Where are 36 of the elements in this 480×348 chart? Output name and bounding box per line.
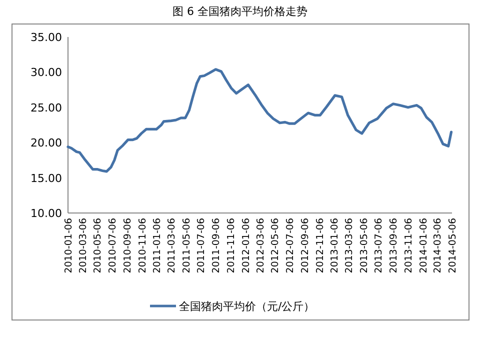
y-tick-label: 35.00 [30,31,62,44]
x-tick-label: 2010-09-06 [122,218,134,274]
y-tick-label: 25.00 [30,101,62,114]
chart-title: 图 6 全国猪肉平均价格走势 [172,5,308,18]
x-tick-label: 2013-09-06 [388,218,400,274]
x-tick-label: 2011-11-06 [226,218,237,274]
x-tick-label: 2014-05-06 [448,218,458,274]
x-tick-label: 2013-05-06 [358,218,370,274]
x-tick-label: 2013-07-06 [374,218,385,274]
x-tick-label: 2011-09-06 [211,218,222,274]
x-tick-label: 2014-03-06 [432,218,444,274]
x-tick-label: 2013-03-06 [344,218,356,274]
x-tick-label: 2012-01-06 [240,218,252,274]
x-tick-label: 2012-09-06 [300,218,312,274]
x-tick-label: 2011-05-06 [181,218,192,274]
x-tick-label: 2010-11-06 [137,218,148,274]
x-tick-label: 2012-05-06 [270,218,282,274]
x-tick-label: 2011-07-06 [196,218,208,274]
y-tick-label: 30.00 [30,66,62,80]
x-tick-label: 2010-01-06 [64,218,74,274]
x-tick-label: 2011-03-06 [166,218,178,274]
x-tick-label: 2010-07-06 [107,218,118,274]
x-tick-label: 2012-07-06 [285,218,296,274]
x-tick-label: 2010-03-06 [78,218,89,274]
x-tick-label: 2014-01-06 [418,218,430,274]
x-tick-label: 2011-01-06 [152,218,164,274]
legend-label: 全国猪肉平均价（元/公斤） [179,300,315,313]
x-tick-label: 2013-01-06 [330,218,341,274]
x-tick-label: 2013-11-06 [404,218,415,274]
y-tick-label: 15.00 [30,172,62,185]
y-tick-label: 10.00 [30,207,62,220]
line-series [66,68,453,173]
x-tick-label: 2010-05-06 [92,218,104,274]
x-tick-label: 2012-11-06 [314,218,326,274]
y-tick-label: 20.00 [30,136,62,150]
x-tick-label: 2012-03-06 [255,218,266,274]
